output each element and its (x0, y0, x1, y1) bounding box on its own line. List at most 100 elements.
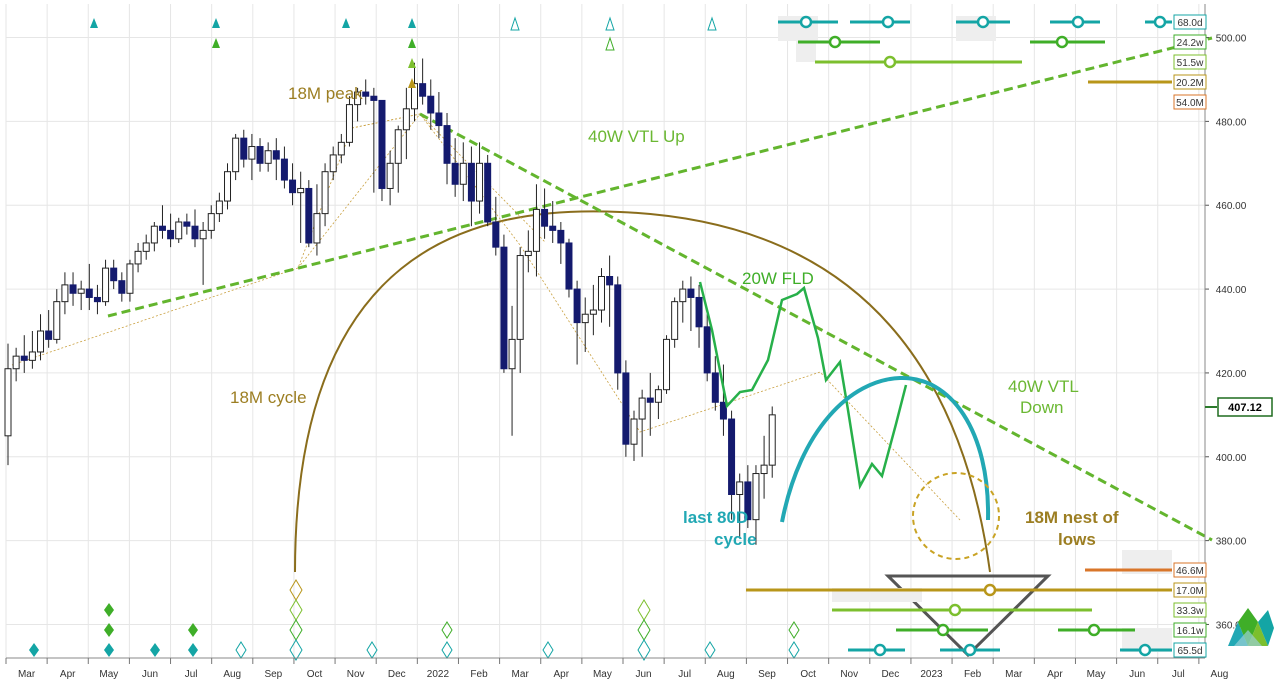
candle-bull (679, 288, 687, 303)
label-20w-fld: 20W FLD (742, 269, 814, 288)
candle-bear (557, 229, 565, 244)
candle-bear (378, 99, 386, 189)
cycle-length-box (1173, 94, 1207, 110)
bottom-diamond-markers (29, 579, 800, 661)
cycle-length-box (1173, 34, 1207, 50)
candle-bull (329, 154, 337, 173)
candle-bull (232, 137, 240, 173)
candle-bull (142, 242, 150, 252)
candle-bear (191, 225, 199, 240)
candle-bull (386, 162, 394, 189)
x-tick-label: Jun (142, 669, 158, 680)
label-18m-peak: 18M peak (288, 84, 363, 103)
label-18m-nest-1: 18M nest of (1025, 508, 1119, 527)
top-triangle-marker (408, 18, 416, 28)
cycle-length-label: 46.6M (1176, 566, 1204, 577)
candle-bear (419, 83, 427, 97)
top-triangle-marker (212, 38, 220, 48)
last-price-tag: 407.12 (1205, 397, 1273, 417)
top-triangle-marker (408, 78, 416, 88)
candle-bear (492, 221, 500, 248)
annotations: 18M peak 18M cycle 40W VTL Up 20W FLD 40… (230, 84, 1119, 549)
cycle-length-labels: 68.0d 24.2w 51.5w 20.2M 54.0M 46.6M 17.0M 33.3w… (1173, 14, 1207, 658)
x-tick-label: May (593, 669, 612, 680)
candlesticks (4, 58, 776, 545)
y-tick-label: 400.00 (1216, 453, 1247, 464)
top-triangle-marker (605, 16, 615, 31)
top-triangle-marker (408, 58, 416, 68)
cycle-overlays (11, 36, 1213, 573)
candle-bear (256, 146, 264, 164)
candle-bear (289, 179, 297, 194)
target-triangle (884, 574, 1052, 658)
x-tick-label: Apr (554, 669, 570, 680)
candle-bear (85, 288, 93, 298)
candle-bull (313, 213, 321, 244)
candle-bear (451, 162, 459, 185)
candle-bear (110, 267, 118, 282)
y-tick-label: 420.00 (1216, 369, 1247, 380)
candle-bear (443, 125, 451, 164)
candle-bull (102, 267, 110, 303)
candle-bear (711, 372, 719, 403)
candle-bull (77, 288, 85, 294)
top-triangle-marker (90, 18, 98, 28)
candle-bear (573, 288, 581, 324)
x-tick-label: Apr (60, 669, 76, 680)
candle-bear (20, 355, 28, 361)
cycle-length-box (1173, 622, 1207, 638)
top-triangle-marker (342, 18, 350, 28)
candle-bear (719, 401, 727, 420)
cycle-length-label: 20.2M (1176, 78, 1204, 89)
cycle-length-label: 24.2w (1177, 38, 1204, 49)
candle-bull (199, 229, 207, 240)
cycle-length-label: 65.5d (1177, 646, 1202, 657)
candle-bull (37, 330, 45, 353)
y-tick-label: 500.00 (1216, 34, 1247, 45)
candle-bull (321, 171, 329, 215)
candle-bull (215, 200, 223, 215)
candle-bear (549, 225, 557, 231)
x-tick-label: Aug (717, 669, 735, 680)
x-tick-label: Mar (1005, 669, 1023, 680)
cycle-length-box (1173, 74, 1207, 90)
candle-bear (427, 95, 435, 114)
grid-lines (5, 4, 1205, 658)
x-tick-label: Jul (678, 669, 691, 680)
candle-bear (272, 150, 280, 160)
candle-bull (508, 338, 516, 370)
candle-bear (703, 326, 711, 374)
candle-bull (532, 208, 540, 252)
x-tick-label: Nov (840, 669, 858, 680)
candle-bear (93, 296, 101, 303)
x-tick-label: Dec (388, 669, 406, 680)
candle-bear (435, 112, 443, 127)
candle-bull (654, 389, 662, 403)
candle-bear (158, 225, 166, 231)
candle-bear (728, 418, 736, 495)
candle-bear (646, 397, 654, 403)
label-40w-vtl-up: 40W VTL Up (588, 127, 685, 146)
cycle-length-box (1173, 562, 1207, 578)
candle-bear (362, 91, 370, 97)
candle-bear (606, 276, 614, 286)
top-triangle-marker (510, 16, 520, 31)
candle-bull (354, 91, 362, 106)
y-tick-label: 440.00 (1216, 285, 1247, 296)
x-tick-label: Sep (264, 669, 282, 680)
x-tick-label: Dec (881, 669, 899, 680)
candle-bull (248, 146, 256, 160)
cycle-length-label: 33.3w (1177, 606, 1204, 617)
x-tick-label: Jul (185, 669, 198, 680)
y-tick-label: 480.00 (1216, 117, 1247, 128)
nest-circle (912, 472, 1000, 560)
candle-bear (183, 221, 191, 227)
x-tick-label: May (99, 669, 118, 680)
x-tick-label: Aug (1211, 669, 1229, 680)
candle-bull (150, 225, 158, 244)
cycle-length-label: 16.1w (1177, 626, 1204, 637)
cycle-length-box (1173, 602, 1207, 618)
label-40w-vtl-down-1: 40W VTL (1008, 377, 1079, 396)
candle-bull (394, 129, 402, 164)
candle-bull (638, 397, 646, 420)
